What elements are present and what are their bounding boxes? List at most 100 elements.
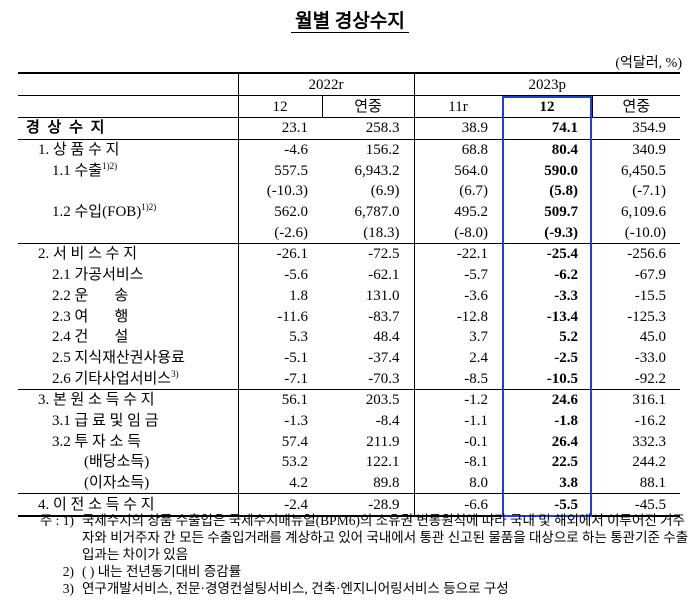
header-cell	[18, 72, 238, 96]
table-row: (-2.6) (18.3) (-8.0) (-9.3) (-10.0)	[18, 222, 680, 244]
table-cell: (-9.3)	[544, 224, 578, 241]
table-cell: 8.0	[413, 472, 502, 494]
note: 주 : 1) 국제수지의 상품 수출입은 국제수지매뉴얼(BPM6)의 소유권 변…	[30, 512, 690, 563]
row-label-text: 3.2 투 자 소 득	[52, 433, 141, 450]
table-cell: 354.9	[632, 120, 667, 137]
table-row: 2.4 건 설 5.3 48.4 3.7 5.2 45.0	[18, 326, 680, 348]
table-cell: -16.2	[634, 412, 667, 429]
table-cell: 45.0	[639, 329, 667, 346]
table-cell: 3.7	[413, 326, 502, 348]
row-label-text: 2.1 가공서비스	[52, 267, 144, 284]
note-mark: 2)	[62, 564, 74, 579]
table-cell: 24.6	[502, 388, 592, 411]
table-cell: 3.8	[559, 475, 578, 492]
table-cell: -8.4	[375, 412, 400, 429]
row-label-text: 2.6 기타사업서비스	[52, 370, 172, 387]
table-cell: -0.1	[413, 431, 502, 452]
row-label: 1. 상 품 수 지	[18, 138, 238, 161]
column-header: 11r	[413, 95, 502, 118]
table-cell: (-7.1)	[632, 183, 667, 200]
row-label-text: 3. 본 원 소 득 수 지	[38, 392, 155, 409]
row-label-text: 1. 상 품 수 지	[38, 142, 120, 159]
table-cell: -33.0	[634, 349, 667, 366]
table-row: 경 상 수 지 23.1 258.3 38.9 74.1 354.9	[18, 117, 680, 140]
row-label: 3. 본 원 소 득 수 지	[18, 388, 238, 411]
table: 2022r 2023p 12 연중 11r 12 연중 경 상 수 지 23.1 258.3…	[18, 72, 681, 518]
table-row: 2.3 여 행 -11.6 -83.7 -12.8 -13.4 -125.3	[18, 306, 680, 327]
table-cell: (-2.6)	[237, 222, 322, 244]
table-cell: -1.3	[237, 410, 322, 432]
row-label: 경 상 수 지	[18, 118, 238, 140]
note: 3) 연구개발서비스, 전문·경영컨설팅서비스, 건축·엔지니어링서비스 등으로 …	[30, 580, 690, 597]
row-label-text: 2.2 운 송	[52, 287, 129, 304]
row-label: 2.4 건 설	[18, 327, 238, 348]
table-row: 1.1 수출1)2) 557.5 6,943.2 564.0 590.0 6,450.5	[18, 160, 680, 182]
table-cell: 4.2	[237, 472, 322, 494]
table-cell: (-10.0)	[624, 224, 667, 241]
column-header: 12	[237, 95, 322, 118]
row-label: (배당소득)	[18, 452, 238, 473]
table-cell: -5.1	[237, 347, 322, 369]
note-mark: 주 : 1)	[39, 513, 74, 528]
table-cell: 1.8	[237, 285, 322, 307]
table-cell: -28.9	[322, 493, 414, 518]
table-cell: 590.0	[544, 162, 578, 179]
column-header: 12	[501, 95, 592, 118]
note-text: ( ) 내는 전년동기대비 증감률	[82, 564, 242, 579]
row-label: 1.2 수입(FOB)1)2)	[18, 202, 238, 223]
table-cell: -92.2	[634, 370, 667, 387]
row-label-text: 경 상 수 지	[26, 120, 107, 137]
column-header: 연중	[321, 95, 414, 118]
table-cell: 22.5	[551, 454, 578, 471]
header-row: 2022r 2023p	[18, 72, 681, 96]
table-cell: -3.3	[554, 287, 578, 304]
table-cell: -22.1	[413, 243, 502, 265]
table-body: 경 상 수 지 23.1 258.3 38.9 74.1 354.9 1. 상 품 수 지 -…	[18, 117, 681, 518]
footnote-ref: 1)2)	[102, 160, 118, 171]
table-cell: 332.3	[632, 433, 667, 450]
table-cell: -67.9	[634, 267, 667, 284]
table-cell: 74.1	[551, 120, 578, 137]
table-cell: -5.6	[237, 264, 322, 286]
table-cell: 23.1	[237, 117, 322, 140]
table-row: 2.2 운 송 1.8 131.0 -3.6 -3.3 -15.5	[18, 285, 680, 307]
table-cell: 495.2	[413, 201, 502, 223]
table-cell: 53.2	[237, 452, 322, 473]
footnote-ref: 3)	[171, 368, 179, 379]
table-cell: (6.9)	[370, 183, 400, 200]
table-cell: -1.2	[413, 388, 502, 411]
row-label-text: (이자소득)	[84, 475, 150, 492]
group-header: 2022r	[237, 72, 414, 96]
table-cell: -72.5	[322, 243, 414, 265]
row-label: 3.1 급 료 및 임 금	[18, 411, 238, 432]
table-cell: 316.1	[592, 388, 681, 411]
header-cell	[18, 95, 238, 118]
note-mark: 3)	[62, 581, 74, 596]
table-cell: 48.4	[373, 329, 400, 346]
table-cell: -6.6	[413, 493, 502, 518]
row-label-text: 2.5 지식재산권사용료	[52, 349, 185, 366]
table-cell: -83.7	[368, 308, 400, 325]
table-cell: -13.4	[546, 308, 578, 325]
row-label: 2.6 기타사업서비스3)	[18, 368, 238, 389]
table-cell: -70.3	[368, 370, 400, 387]
table-cell: -62.1	[368, 267, 400, 284]
note-text: 국제수지의 상품 수출입은 국제수지매뉴얼(BPM6)의 소유권 변동원칙에 따…	[82, 513, 689, 562]
group-header: 2023p	[413, 72, 681, 96]
table-cell: 340.9	[592, 138, 681, 161]
table-cell: 88.1	[639, 475, 667, 492]
row-label-text: 2.3 여 행	[52, 308, 129, 325]
table-cell: -8.1	[413, 452, 502, 473]
table-cell: -256.6	[592, 243, 681, 265]
table-cell: 557.5	[237, 160, 322, 182]
row-label-text: 1.1 수출	[52, 162, 103, 179]
row-label: 2. 서 비 스 수 지	[18, 243, 238, 265]
table-cell: -26.1	[237, 243, 322, 265]
unit: (억달러, %)	[615, 56, 682, 71]
table-cell: 203.5	[322, 388, 414, 411]
table-cell: -25.4	[502, 243, 592, 265]
table-cell: 80.4	[502, 138, 592, 161]
row-label-text: 4. 이 전 소 득 수 지	[38, 496, 155, 513]
table-cell: -5.5	[502, 493, 592, 518]
